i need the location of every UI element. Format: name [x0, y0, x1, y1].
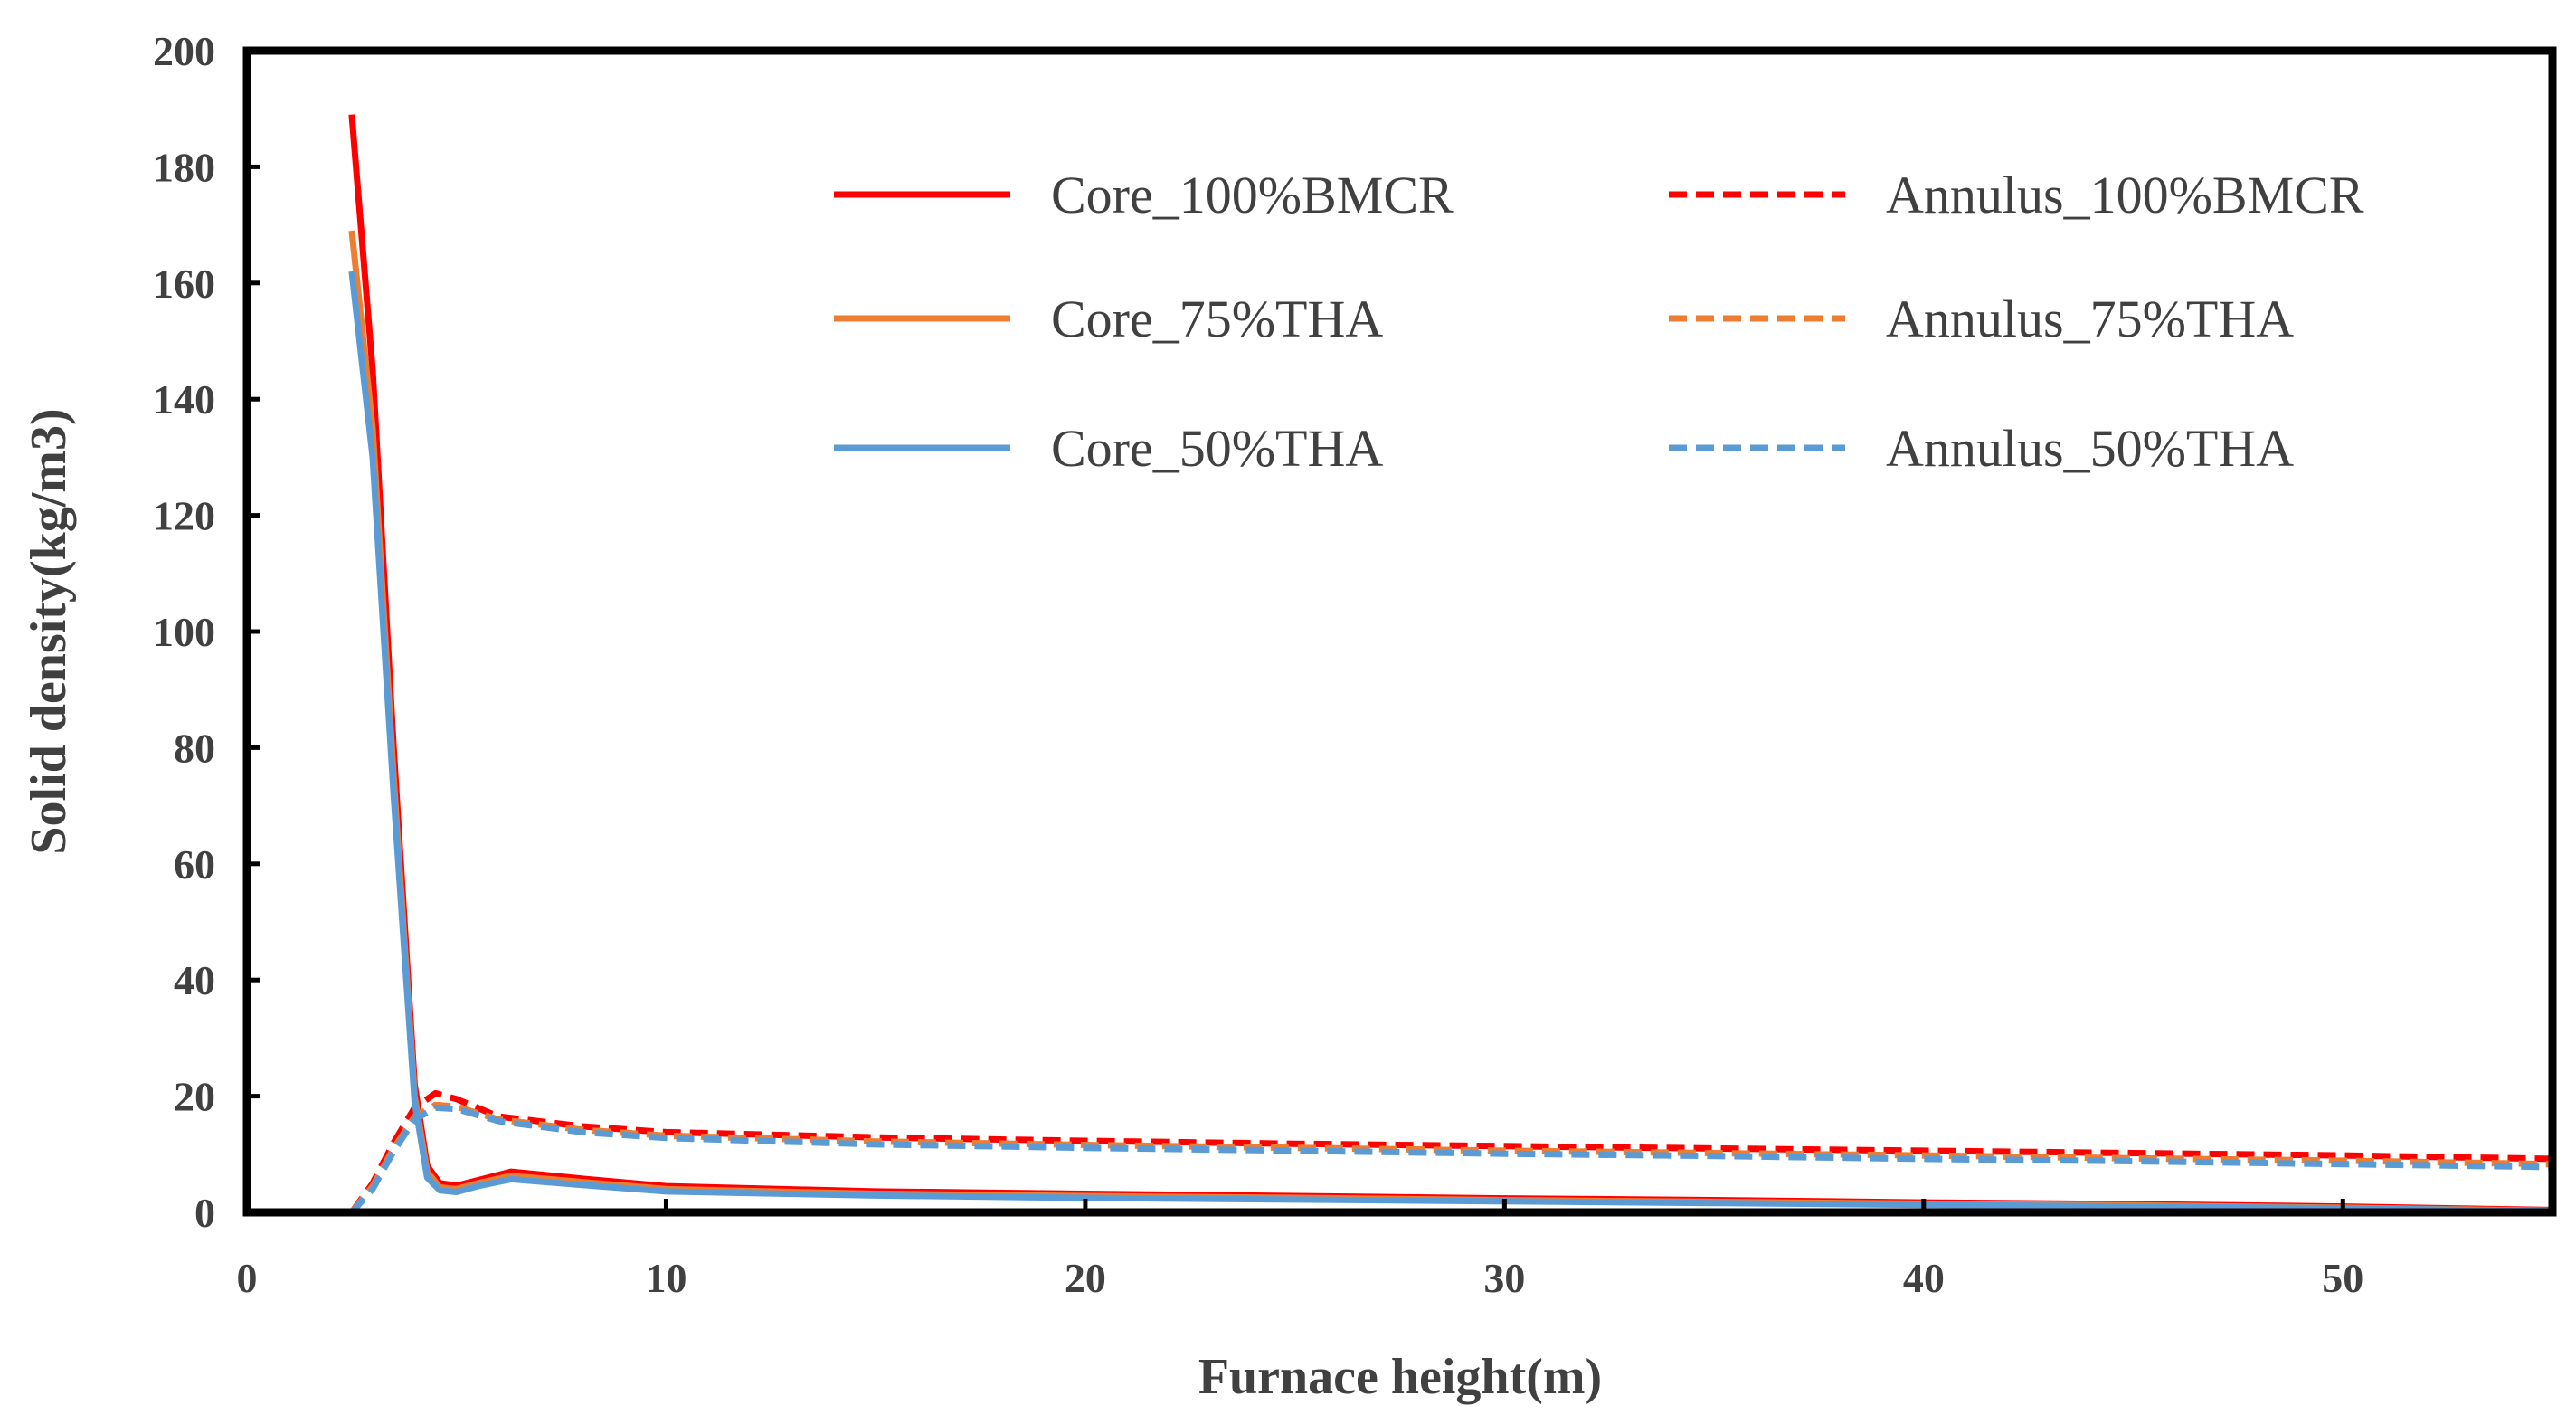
plot-area-frame — [242, 46, 2557, 1217]
series-line-1 — [349, 1089, 2553, 1215]
y-tick-label: 60 — [174, 841, 215, 888]
legend-label: Core_100%BMCR — [1051, 166, 1454, 224]
y-axis-title: Solid density(kg/m3) — [21, 408, 77, 854]
legend-label: Core_75%THA — [1051, 290, 1383, 348]
series-line-4 — [348, 271, 2553, 1215]
series-line-0 — [348, 114, 2553, 1213]
y-tick-label: 40 — [174, 957, 215, 1003]
legend-label: Annulus_75%THA — [1886, 290, 2294, 348]
y-tick-label: 80 — [174, 725, 215, 771]
y-tick-label: 200 — [153, 28, 215, 74]
y-tick-label: 120 — [153, 493, 215, 539]
legend-label: Annulus_50%THA — [1886, 419, 2294, 478]
legend-label: Core_50%THA — [1051, 419, 1383, 478]
x-tick-label: 20 — [1065, 1255, 1106, 1301]
series-line-2 — [348, 230, 2553, 1214]
axis-ticks — [244, 48, 2345, 1215]
x-axis-title: Furnace height(m) — [1198, 1349, 1602, 1405]
y-tick-label: 100 — [153, 609, 215, 655]
x-tick-label: 50 — [2322, 1255, 2363, 1301]
y-axis-tick-labels: 0 20 40 60 80 100 120 140 160 180 200 — [153, 28, 215, 1236]
y-tick-label: 20 — [174, 1074, 215, 1120]
legend: Core_100%BMCR Annulus_100%BMCR Core_75%THA… — [834, 166, 2364, 478]
y-tick-label: 160 — [153, 261, 215, 307]
x-axis-tick-labels: 0 10 20 30 40 50 — [237, 1255, 2364, 1301]
series-line-5 — [349, 1104, 2553, 1215]
x-tick-label: 30 — [1483, 1255, 1525, 1301]
y-tick-label: 140 — [153, 376, 215, 423]
y-tick-label: 0 — [194, 1190, 215, 1236]
y-tick-label: 180 — [153, 144, 215, 190]
x-tick-label: 0 — [237, 1255, 258, 1301]
x-tick-label: 40 — [1903, 1255, 1945, 1301]
x-tick-label: 10 — [645, 1255, 687, 1301]
legend-label: Annulus_100%BMCR — [1886, 166, 2364, 224]
series-layer — [348, 114, 2553, 1215]
